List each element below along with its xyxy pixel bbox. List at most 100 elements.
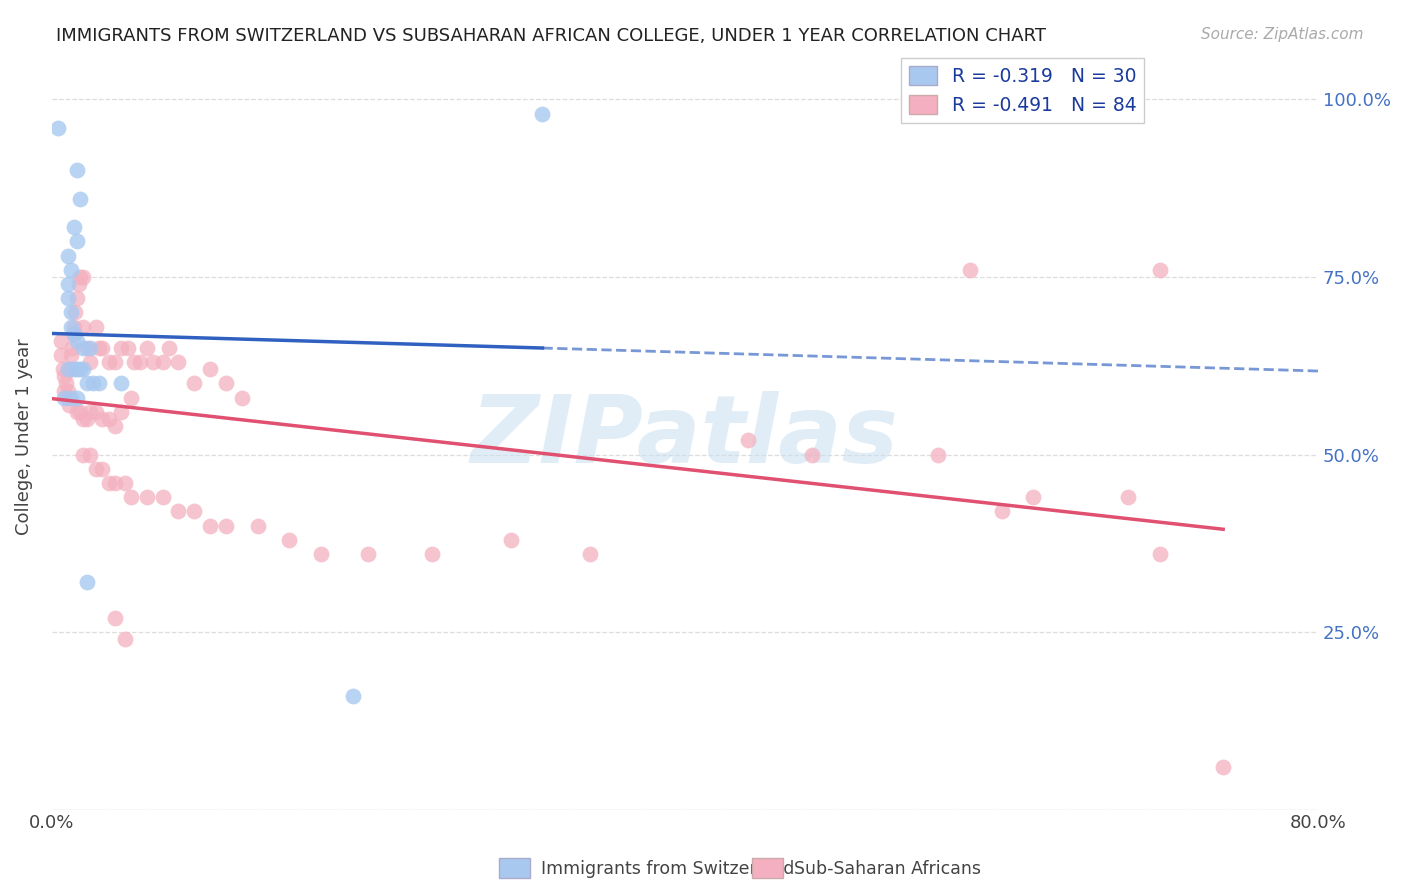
Point: [198, 362, 221, 376]
Point: [63, 326, 86, 341]
Point: [215, 518, 238, 533]
Point: [51, 334, 73, 348]
Point: [104, 355, 127, 369]
Point: [84, 405, 107, 419]
Point: [66, 391, 89, 405]
Point: [97, 412, 120, 426]
Point: [104, 419, 127, 434]
Point: [76, 412, 98, 426]
Point: [135, 490, 157, 504]
Text: Source: ZipAtlas.com: Source: ZipAtlas.com: [1201, 27, 1364, 42]
Point: [110, 405, 132, 419]
Point: [69, 192, 91, 206]
Point: [79, 405, 101, 419]
Point: [579, 547, 602, 561]
Point: [246, 518, 269, 533]
Point: [1149, 547, 1171, 561]
Point: [59, 305, 82, 319]
Point: [198, 518, 221, 533]
Text: ZIPatlas: ZIPatlas: [471, 391, 898, 483]
Point: [72, 319, 94, 334]
Point: [167, 355, 190, 369]
Point: [120, 391, 142, 405]
Point: [120, 490, 142, 504]
Text: Sub-Saharan Africans: Sub-Saharan Africans: [794, 860, 981, 878]
Point: [97, 475, 120, 490]
Point: [58, 398, 80, 412]
Point: [59, 391, 82, 405]
Point: [76, 575, 98, 590]
Point: [66, 291, 89, 305]
Point: [56, 384, 79, 398]
Point: [66, 163, 89, 178]
Point: [59, 263, 82, 277]
Point: [72, 270, 94, 285]
Point: [59, 348, 82, 362]
Legend: R = -0.319   N = 30, R = -0.491   N = 84: R = -0.319 N = 30, R = -0.491 N = 84: [901, 58, 1144, 123]
Point: [58, 362, 80, 376]
Point: [56, 277, 79, 291]
Point: [63, 362, 86, 376]
Point: [51, 348, 73, 362]
Point: [59, 319, 82, 334]
Point: [152, 490, 174, 504]
Point: [91, 412, 114, 426]
Point: [53, 384, 76, 398]
Point: [129, 355, 152, 369]
Point: [167, 504, 190, 518]
Point: [63, 326, 86, 341]
Point: [737, 434, 759, 448]
Point: [63, 220, 86, 235]
Point: [342, 689, 364, 703]
Point: [59, 362, 82, 376]
Point: [69, 270, 91, 285]
Y-axis label: College, Under 1 year: College, Under 1 year: [15, 338, 32, 535]
Point: [135, 341, 157, 355]
Point: [142, 355, 165, 369]
Point: [91, 341, 114, 355]
Point: [157, 341, 180, 355]
Point: [53, 369, 76, 384]
Point: [1149, 263, 1171, 277]
Point: [79, 448, 101, 462]
Point: [110, 341, 132, 355]
Point: [110, 376, 132, 391]
Point: [72, 362, 94, 376]
Point: [309, 547, 332, 561]
Point: [66, 235, 89, 249]
Point: [72, 448, 94, 462]
Point: [56, 362, 79, 376]
Point: [114, 475, 136, 490]
Point: [959, 263, 981, 277]
Point: [278, 533, 301, 547]
Point: [66, 334, 89, 348]
Point: [1116, 490, 1139, 504]
Point: [66, 405, 89, 419]
Point: [114, 632, 136, 647]
Point: [122, 355, 145, 369]
Point: [67, 277, 90, 291]
Point: [72, 341, 94, 355]
Point: [91, 461, 114, 475]
Point: [79, 341, 101, 355]
Point: [79, 355, 101, 369]
Point: [152, 355, 174, 369]
Point: [117, 341, 139, 355]
Point: [56, 391, 79, 405]
Point: [63, 319, 86, 334]
Point: [104, 475, 127, 490]
Point: [55, 376, 77, 391]
Point: [52, 362, 75, 376]
Point: [97, 355, 120, 369]
Point: [1022, 490, 1045, 504]
Point: [215, 376, 238, 391]
Point: [46, 120, 69, 135]
Point: [69, 362, 91, 376]
Point: [65, 305, 87, 319]
Point: [84, 319, 107, 334]
Point: [183, 376, 205, 391]
Point: [800, 448, 823, 462]
Point: [357, 547, 380, 561]
Text: IMMIGRANTS FROM SWITZERLAND VS SUBSAHARAN AFRICAN COLLEGE, UNDER 1 YEAR CORRELAT: IMMIGRANTS FROM SWITZERLAND VS SUBSAHARA…: [56, 27, 1046, 45]
Point: [53, 391, 76, 405]
